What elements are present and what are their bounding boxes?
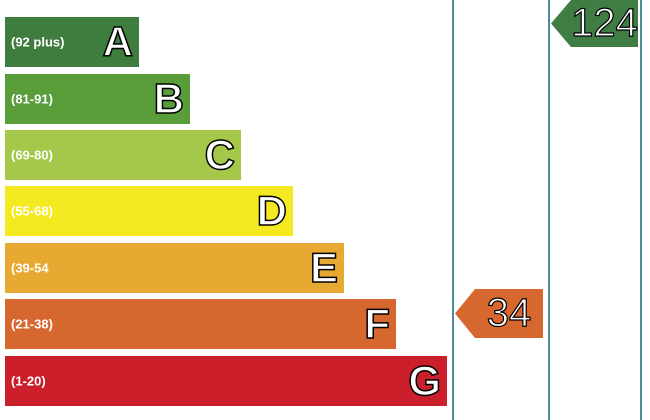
band-letter: B (154, 75, 184, 122)
band-range: (1-20) (11, 373, 46, 388)
band-range: (55-68) (11, 203, 53, 218)
rating-value: 124 (571, 1, 638, 45)
band-range: (39-54 (11, 260, 49, 275)
band-letter: G (408, 357, 441, 404)
rating-arrow (455, 289, 543, 338)
band (5, 243, 344, 293)
band (5, 74, 190, 124)
band (5, 356, 447, 406)
band (5, 299, 396, 349)
band-range: (92 plus) (11, 34, 64, 49)
band-letter: F (364, 300, 390, 347)
band-range: (81-91) (11, 91, 53, 106)
rating-value: 34 (487, 291, 532, 335)
band (5, 17, 139, 67)
band (5, 186, 293, 236)
band (5, 130, 241, 180)
band-range: (69-80) (11, 147, 53, 162)
band-letter: D (257, 187, 287, 234)
band-letter: A (103, 18, 133, 65)
band-letter: E (310, 244, 338, 291)
rating-arrow (551, 0, 638, 47)
band-letter: C (205, 131, 235, 178)
band-range: (21-38) (11, 316, 53, 331)
